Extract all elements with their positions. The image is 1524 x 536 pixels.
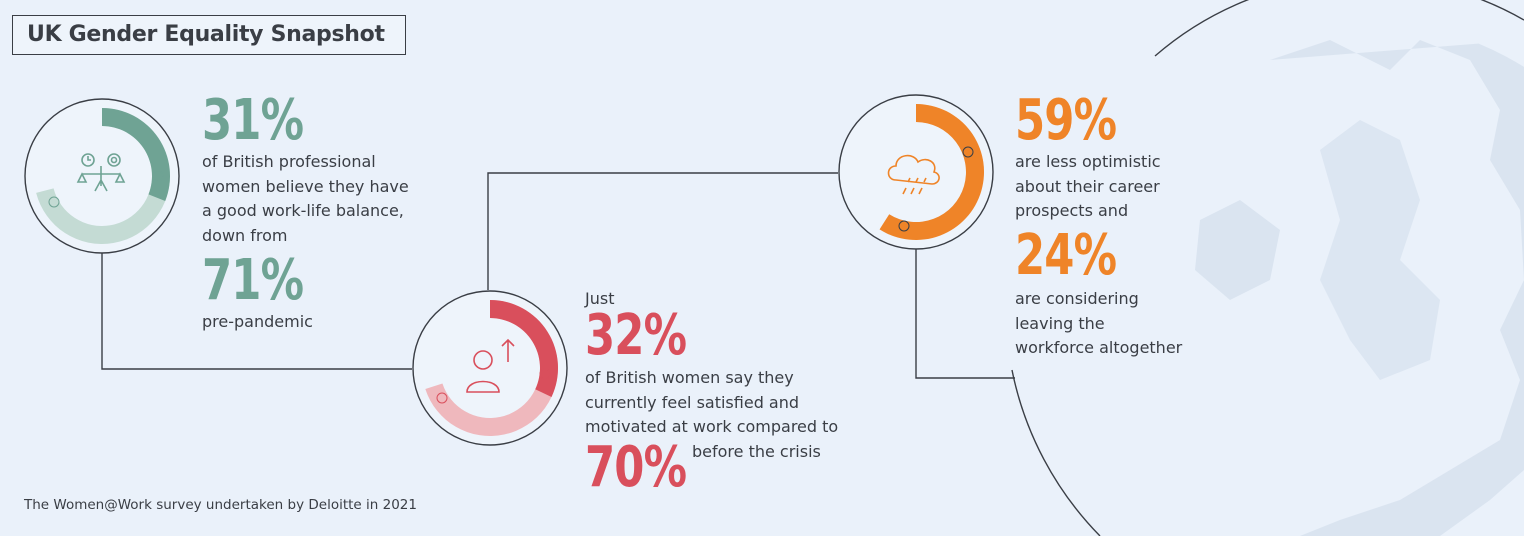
- connector-line-1: [101, 252, 412, 370]
- connector-line-3: [915, 249, 1015, 379]
- donut-career-outlook: [838, 94, 994, 250]
- person-arrow-up-icon: [466, 338, 515, 393]
- source-note: The Women@Work survey undertaken by Delo…: [24, 497, 417, 513]
- stat1-description: of British professional women believe th…: [202, 152, 409, 245]
- stat2-lead-text: Just: [585, 289, 615, 308]
- happy-face-icon: [898, 220, 910, 232]
- stat2-previous-label: before the crisis: [692, 442, 821, 461]
- rain-cloud-icon: [887, 154, 940, 195]
- donut-current-arc: [490, 300, 558, 397]
- donut-current-arc: [879, 104, 984, 240]
- map-circle-outline: [1154, 0, 1524, 57]
- stat3-percentage: 59%: [1015, 88, 1117, 153]
- stat2-percentage: 32%: [585, 303, 687, 368]
- stat3-second-description: are considering leaving the workforce al…: [1015, 289, 1183, 357]
- stat1-percentage: 31%: [202, 88, 304, 153]
- donut-work-satisfaction: [412, 290, 568, 446]
- sad-face-icon: [539, 368, 551, 380]
- uk-map-silhouette: [1195, 40, 1524, 536]
- map-circle-outline-lower: [1011, 369, 1101, 536]
- stat2-description: of British women say they currently feel…: [585, 368, 839, 436]
- happy-face-icon: [436, 392, 448, 404]
- page-title: UK Gender Equality Snapshot: [12, 15, 406, 55]
- stat3-description: are less optimistic about their career p…: [1015, 152, 1161, 220]
- sad-face-icon: [152, 170, 164, 182]
- sad-face-icon: [962, 146, 974, 158]
- work-life-balance-scale-icon: [76, 153, 126, 192]
- happy-face-icon: [48, 196, 60, 208]
- connector-line-2: [487, 172, 838, 290]
- stat1-previous-label: pre-pandemic: [202, 312, 313, 331]
- donut-work-life-balance: [24, 98, 180, 254]
- stat2-previous-percentage: 70%: [585, 435, 687, 500]
- stat1-previous-percentage: 71%: [202, 248, 304, 313]
- stat3-second-percentage: 24%: [1015, 223, 1117, 288]
